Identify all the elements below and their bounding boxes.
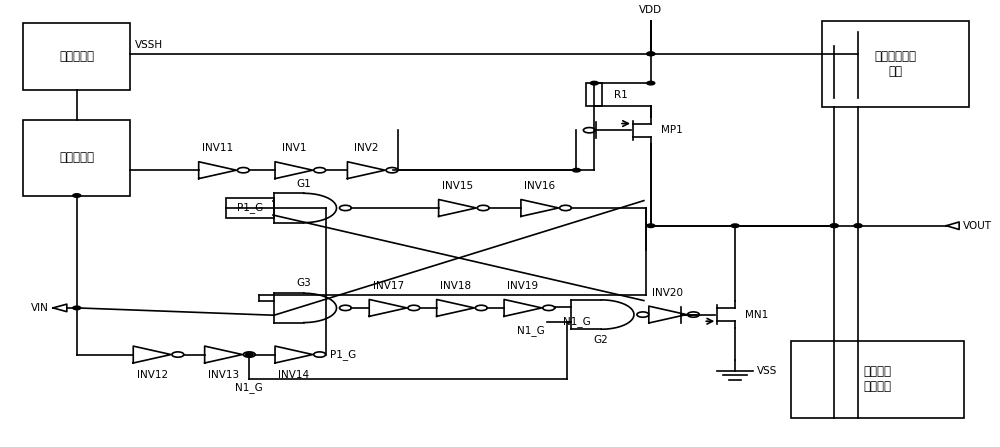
Circle shape [572,169,580,172]
Text: VDD: VDD [639,5,662,15]
Circle shape [731,224,739,228]
Text: P1_G: P1_G [237,202,263,213]
Text: VSS: VSS [757,366,777,376]
Circle shape [245,353,253,356]
Circle shape [647,52,655,55]
Text: INV16: INV16 [524,181,555,191]
Text: INV20: INV20 [652,288,683,298]
Circle shape [590,81,598,85]
Text: INV13: INV13 [208,371,239,380]
Bar [791,341,964,417]
Text: VSSH: VSSH [135,40,163,50]
Circle shape [647,52,655,55]
Bar [822,21,969,107]
Text: INV15: INV15 [442,181,473,191]
Circle shape [73,194,81,197]
Text: 电压产生器: 电压产生器 [59,50,94,63]
Text: N1_G: N1_G [563,316,590,327]
Text: INV11: INV11 [202,143,233,153]
Text: N1_G: N1_G [235,383,263,393]
Text: 第二欠压
保护电路: 第二欠压 保护电路 [864,365,892,393]
Text: P1_G: P1_G [330,349,356,360]
Text: N1_G: N1_G [517,325,545,336]
Text: VOUT: VOUT [963,221,992,231]
Bar [586,83,602,106]
Text: INV2: INV2 [354,143,379,153]
Text: INV17: INV17 [373,281,404,291]
Text: MP1: MP1 [661,125,682,135]
Text: INV18: INV18 [440,281,471,291]
Text: R1: R1 [614,90,628,100]
Text: G3: G3 [296,278,311,288]
Bar [23,23,130,90]
Bar [23,120,130,195]
Text: G1: G1 [296,178,311,189]
Circle shape [647,81,655,85]
Circle shape [73,306,81,310]
Circle shape [854,224,862,228]
Text: INV19: INV19 [507,281,538,291]
Circle shape [830,224,838,228]
Text: INV12: INV12 [137,371,168,380]
Text: MN1: MN1 [745,310,768,320]
Text: 瞬间上拉增强
电路: 瞬间上拉增强 电路 [875,51,917,79]
Text: INV14: INV14 [278,371,309,380]
Text: G2: G2 [594,335,609,346]
Circle shape [647,224,655,228]
Text: VIN: VIN [31,303,49,313]
Circle shape [830,224,838,228]
Circle shape [854,224,862,228]
Bar [226,198,274,218]
Text: INV1: INV1 [282,143,306,153]
Text: 电平移位器: 电平移位器 [59,151,94,164]
